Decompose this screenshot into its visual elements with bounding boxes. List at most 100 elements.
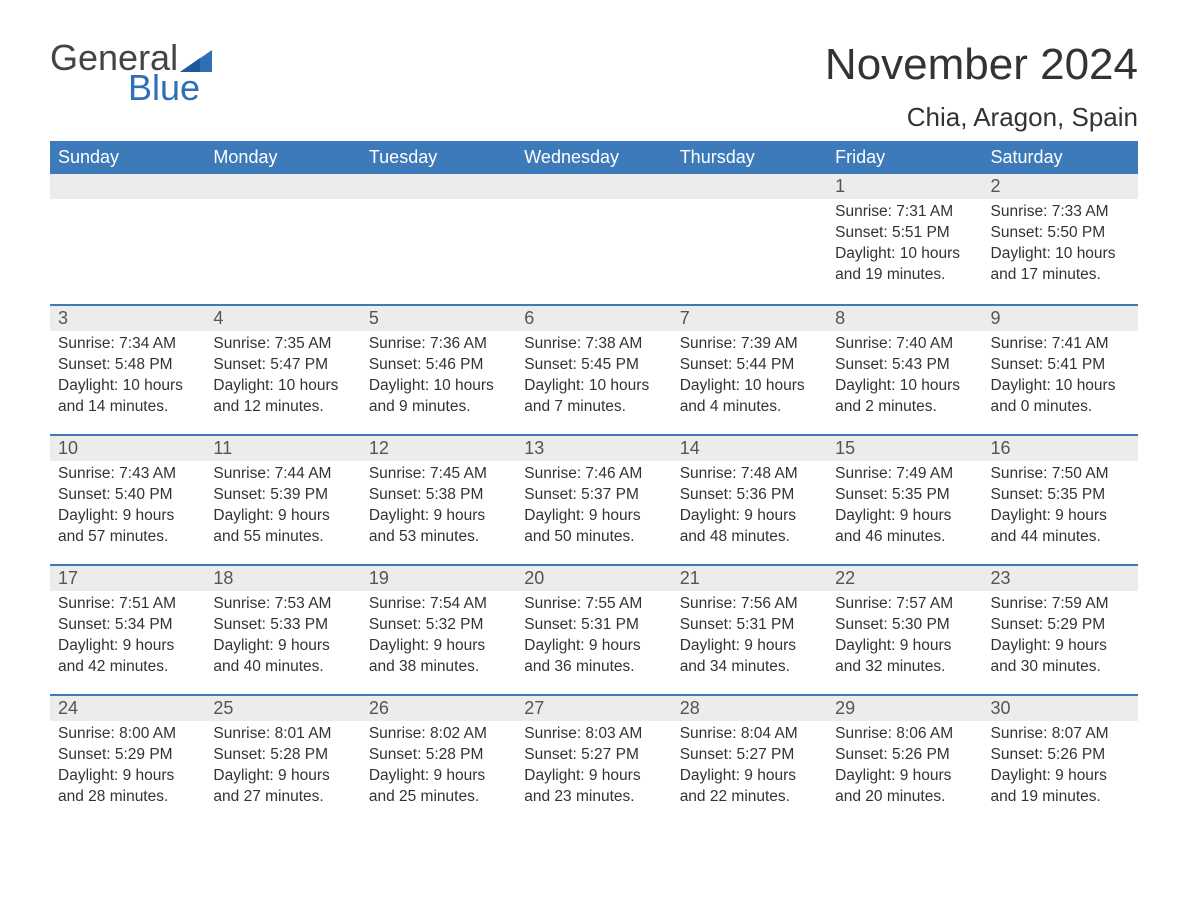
day-sunset: Sunset: 5:32 PM	[369, 615, 508, 636]
calendar-cell: 29Sunrise: 8:06 AMSunset: 5:26 PMDayligh…	[827, 694, 982, 824]
day-number: 24	[50, 694, 205, 721]
calendar-cell: 26Sunrise: 8:02 AMSunset: 5:28 PMDayligh…	[361, 694, 516, 824]
day-daylight2: and 27 minutes.	[213, 787, 352, 808]
day-sunset: Sunset: 5:28 PM	[213, 745, 352, 766]
day-body: Sunrise: 8:04 AMSunset: 5:27 PMDaylight:…	[672, 721, 827, 814]
day-sunrise: Sunrise: 7:50 AM	[991, 464, 1130, 485]
calendar-cell: 19Sunrise: 7:54 AMSunset: 5:32 PMDayligh…	[361, 564, 516, 694]
calendar-cell	[672, 174, 827, 304]
day-body: Sunrise: 7:53 AMSunset: 5:33 PMDaylight:…	[205, 591, 360, 684]
day-number: 22	[827, 564, 982, 591]
day-daylight1: Daylight: 9 hours	[369, 636, 508, 657]
day-number: 21	[672, 564, 827, 591]
day-daylight1: Daylight: 9 hours	[524, 506, 663, 527]
day-number: 2	[983, 174, 1138, 199]
day-daylight2: and 0 minutes.	[991, 397, 1130, 418]
day-sunrise: Sunrise: 8:02 AM	[369, 724, 508, 745]
day-body: Sunrise: 7:56 AMSunset: 5:31 PMDaylight:…	[672, 591, 827, 684]
calendar-cell: 20Sunrise: 7:55 AMSunset: 5:31 PMDayligh…	[516, 564, 671, 694]
day-daylight1: Daylight: 9 hours	[835, 766, 974, 787]
day-sunset: Sunset: 5:44 PM	[680, 355, 819, 376]
calendar-week: 3Sunrise: 7:34 AMSunset: 5:48 PMDaylight…	[50, 304, 1138, 434]
day-daylight1: Daylight: 9 hours	[213, 506, 352, 527]
day-body: Sunrise: 8:02 AMSunset: 5:28 PMDaylight:…	[361, 721, 516, 814]
day-number: 8	[827, 304, 982, 331]
day-number: 16	[983, 434, 1138, 461]
day-sunset: Sunset: 5:50 PM	[991, 223, 1130, 244]
day-number: 4	[205, 304, 360, 331]
weekday-header: Friday	[827, 141, 982, 174]
day-daylight1: Daylight: 10 hours	[835, 376, 974, 397]
calendar-week: 24 Sunrise: 8:00 AMSunset: 5:29 PM Dayligh…	[50, 694, 1138, 824]
day-sunrise: Sunrise: 7:55 AM	[524, 594, 663, 615]
day-body: Sunrise: 7:45 AMSunset: 5:38 PMDaylight:…	[361, 461, 516, 554]
day-number: 1	[827, 174, 982, 199]
calendar-cell: 9Sunrise: 7:41 AMSunset: 5:41 PMDaylight…	[983, 304, 1138, 434]
calendar-cell: 2Sunrise: 7:33 AMSunset: 5:50 PMDaylight…	[983, 174, 1138, 304]
day-daylight1: Daylight: 10 hours	[835, 244, 974, 265]
calendar-week: 17Sunrise: 7:51 AMSunset: 5:34 PMDayligh…	[50, 564, 1138, 694]
day-daylight2: and 36 minutes.	[524, 657, 663, 678]
calendar-cell: 3Sunrise: 7:34 AMSunset: 5:48 PMDaylight…	[50, 304, 205, 434]
day-sunrise: Sunrise: 7:41 AM	[991, 334, 1130, 355]
calendar-cell: 21Sunrise: 7:56 AMSunset: 5:31 PMDayligh…	[672, 564, 827, 694]
calendar-cell: 24Sunrise: 8:00 AMSunset: 5:29 PMDayligh…	[50, 694, 205, 824]
day-body: Sunrise: 7:48 AMSunset: 5:36 PMDaylight:…	[672, 461, 827, 554]
day-daylight2: and 14 minutes.	[58, 397, 197, 418]
day-daylight2: and 55 minutes.	[213, 527, 352, 548]
weekday-header: Wednesday	[516, 141, 671, 174]
day-sunrise: Sunrise: 7:45 AM	[369, 464, 508, 485]
day-daylight2: and 46 minutes.	[835, 527, 974, 548]
day-daylight2: and 23 minutes.	[524, 787, 663, 808]
day-sunset: Sunset: 5:37 PM	[524, 485, 663, 506]
day-sunset: Sunset: 5:40 PM	[58, 485, 197, 506]
day-number: 27	[516, 694, 671, 721]
day-sunrise: Sunrise: 7:57 AM	[835, 594, 974, 615]
weekday-header: Thursday	[672, 141, 827, 174]
day-sunset: Sunset: 5:47 PM	[213, 355, 352, 376]
day-number: 23	[983, 564, 1138, 591]
calendar-cell: 25Sunrise: 8:01 AMSunset: 5:28 PMDayligh…	[205, 694, 360, 824]
day-sunset: Sunset: 5:36 PM	[680, 485, 819, 506]
day-sunset: Sunset: 5:41 PM	[991, 355, 1130, 376]
day-daylight1: Daylight: 9 hours	[213, 636, 352, 657]
day-daylight2: and 57 minutes.	[58, 527, 197, 548]
day-sunrise: Sunrise: 7:51 AM	[58, 594, 197, 615]
day-sunrise: Sunrise: 8:00 AM	[58, 724, 197, 745]
day-sunset: Sunset: 5:29 PM	[991, 615, 1130, 636]
calendar-cell: 5Sunrise: 7:36 AMSunset: 5:46 PMDaylight…	[361, 304, 516, 434]
weekday-header: Sunday	[50, 141, 205, 174]
day-sunrise: Sunrise: 8:07 AM	[991, 724, 1130, 745]
day-daylight2: and 50 minutes.	[524, 527, 663, 548]
day-daylight1: Daylight: 9 hours	[58, 506, 197, 527]
day-body: Sunrise: 7:59 AMSunset: 5:29 PMDaylight:…	[983, 591, 1138, 684]
calendar-cell	[516, 174, 671, 304]
calendar-cell: 22Sunrise: 7:57 AMSunset: 5:30 PMDayligh…	[827, 564, 982, 694]
day-sunrise: Sunrise: 8:04 AM	[680, 724, 819, 745]
day-body: Sunrise: 7:54 AMSunset: 5:32 PMDaylight:…	[361, 591, 516, 684]
day-number: 18	[205, 564, 360, 591]
header: General Blue November 2024 Chia, Aragon,…	[50, 40, 1138, 133]
calendar-cell: 17Sunrise: 7:51 AMSunset: 5:34 PMDayligh…	[50, 564, 205, 694]
day-sunrise: Sunrise: 7:59 AM	[991, 594, 1130, 615]
calendar-cell	[361, 174, 516, 304]
day-number: 20	[516, 564, 671, 591]
day-sunset: Sunset: 5:29 PM	[58, 745, 197, 766]
day-daylight2: and 19 minutes.	[991, 787, 1130, 808]
day-daylight2: and 28 minutes.	[58, 787, 197, 808]
day-sunset: Sunset: 5:35 PM	[835, 485, 974, 506]
calendar-cell: 12Sunrise: 7:45 AMSunset: 5:38 PMDayligh…	[361, 434, 516, 564]
day-number: 14	[672, 434, 827, 461]
day-body: Sunrise: 7:35 AMSunset: 5:47 PMDaylight:…	[205, 331, 360, 424]
day-sunset: Sunset: 5:26 PM	[991, 745, 1130, 766]
day-daylight2: and 17 minutes.	[991, 265, 1130, 286]
day-daylight1: Daylight: 10 hours	[524, 376, 663, 397]
day-daylight2: and 20 minutes.	[835, 787, 974, 808]
weekday-header: Saturday	[983, 141, 1138, 174]
day-body: Sunrise: 7:55 AMSunset: 5:31 PMDaylight:…	[516, 591, 671, 684]
day-number: 11	[205, 434, 360, 461]
day-sunset: Sunset: 5:39 PM	[213, 485, 352, 506]
day-body: Sunrise: 8:06 AMSunset: 5:26 PMDaylight:…	[827, 721, 982, 814]
day-number: 28	[672, 694, 827, 721]
day-sunset: Sunset: 5:35 PM	[991, 485, 1130, 506]
